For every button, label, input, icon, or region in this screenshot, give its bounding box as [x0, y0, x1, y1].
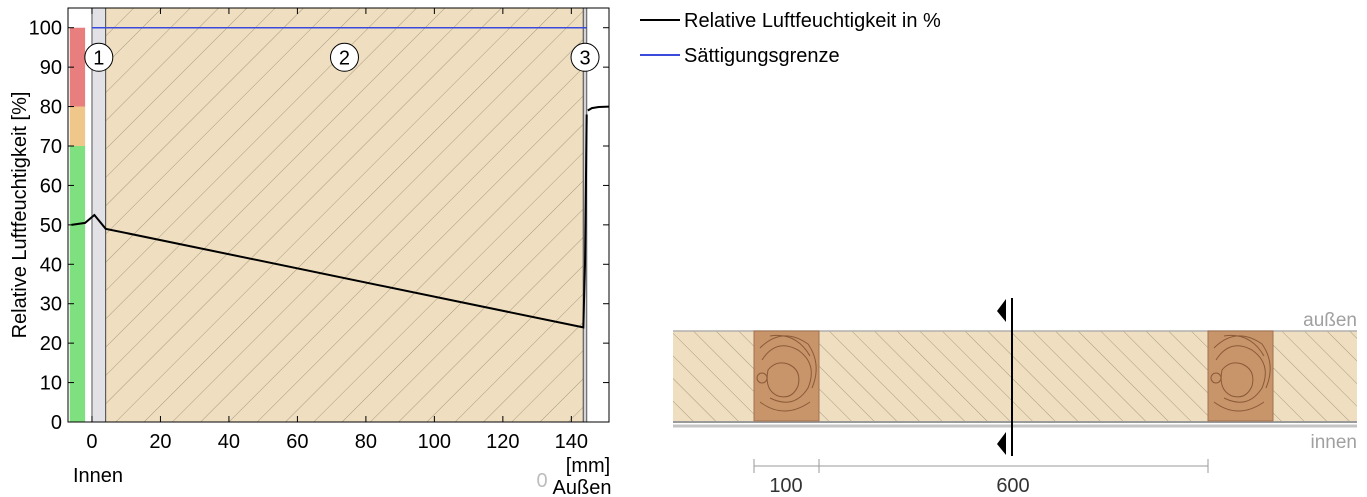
plot-area: 1 2 3 0 20 40 60 80 100 120 140 0 10 20 30 40 50 60 70 80… — [29, 7, 610, 453]
x-tick-label: 80 — [355, 431, 377, 453]
layer-markers: 1 2 3 — [84, 42, 600, 72]
y-tick-label: 100 — [29, 18, 62, 40]
y-tick-label: 0 — [51, 412, 62, 434]
dimension-line — [753, 459, 1209, 473]
x-tick-label: 120 — [486, 431, 519, 453]
section-cut-line — [997, 298, 1013, 456]
y-tick-label: 50 — [40, 215, 62, 237]
y-tick-label: 10 — [40, 373, 62, 395]
wall-cross-section: außen innen 100 600 — [673, 298, 1357, 497]
y-axis: 0 10 20 30 40 50 60 70 80 90 100 — [29, 18, 609, 434]
svg-text:3: 3 — [579, 47, 590, 69]
dimension-label-600: 600 — [996, 475, 1029, 497]
x-tick-label: 140 — [555, 431, 588, 453]
comfort-bar — [69, 27, 86, 422]
comfort-segment-2 — [69, 27, 86, 107]
svg-text:2: 2 — [339, 47, 350, 69]
outside-tick-label: 0 — [536, 470, 547, 492]
svg-text:1: 1 — [93, 47, 104, 69]
timber-stud-right — [1207, 330, 1274, 422]
outside-side-label: außen — [1303, 310, 1357, 331]
y-tick-label: 40 — [40, 254, 62, 276]
x-tick-label: 60 — [286, 431, 308, 453]
y-tick-label: 30 — [40, 294, 62, 316]
legend: Relative Luftfeuchtigkeit in % Sättigung… — [640, 10, 941, 67]
dimension-label-100: 100 — [769, 475, 802, 497]
legend-label-rh: Relative Luftfeuchtigkeit in % — [684, 10, 941, 32]
inside-side-label: innen — [1311, 432, 1358, 453]
inside-label: Innen — [73, 465, 123, 487]
layer-marker-3: 3 — [570, 42, 600, 72]
x-unit-label: [mm] — [566, 455, 610, 477]
y-tick-label: 60 — [40, 175, 62, 197]
y-tick-label: 90 — [40, 57, 62, 79]
x-axis: 0 20 40 60 80 100 120 140 — [86, 8, 588, 453]
y-tick-label: 20 — [40, 333, 62, 355]
y-tick-label: 80 — [40, 97, 62, 119]
comfort-segment-1 — [69, 106, 86, 146]
x-tick-label: 0 — [86, 431, 97, 453]
comfort-segment-0 — [69, 146, 86, 422]
layer-marker-1: 1 — [84, 42, 114, 72]
y-axis-label: Relative Luftfeuchtigkeit [%] — [9, 92, 31, 339]
x-tick-label: 100 — [418, 431, 451, 453]
plot-border — [67, 7, 610, 423]
timber-stud-left — [753, 330, 820, 422]
layers — [91, 7, 588, 423]
legend-label-saturation: Sättigungsgrenze — [684, 45, 840, 67]
series-line-rh — [71, 114, 588, 329]
x-tick-label: 20 — [149, 431, 171, 453]
x-tick-label: 40 — [218, 431, 240, 453]
outside-label: Außen — [553, 477, 612, 497]
layer-2 — [105, 7, 584, 423]
layer-marker-2: 2 — [329, 42, 359, 72]
y-tick-label: 70 — [40, 136, 62, 158]
